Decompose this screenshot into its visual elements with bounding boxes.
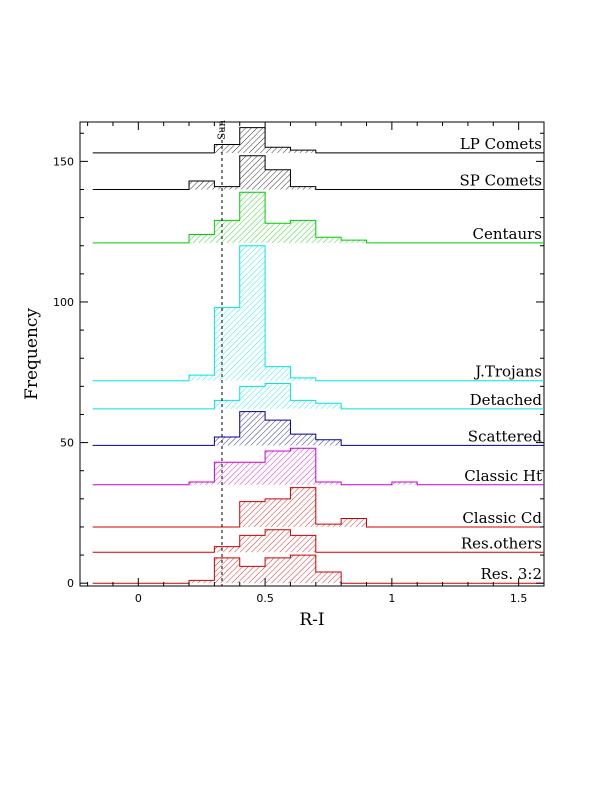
plot-frame <box>79 121 545 587</box>
series-label-res-3-2: Res. 3:2 <box>480 565 542 583</box>
bar-classic-ht-4 <box>290 448 316 485</box>
bar-sp-comets-0 <box>189 181 215 190</box>
bar-detached-4 <box>290 400 316 409</box>
bar-classic-cd-5 <box>315 524 342 527</box>
series-classic-ht: Classic Ht <box>92 447 544 486</box>
x-tick-label: 0 <box>135 592 142 605</box>
bar-classic-cd-2 <box>239 501 266 527</box>
x-tick-label: 1 <box>388 592 395 605</box>
bar-res-others-3 <box>265 529 291 553</box>
outline-j-trojans <box>92 245 544 382</box>
bar-classic-ht-3 <box>265 451 291 485</box>
bar-sp-comets-1 <box>214 186 240 190</box>
outline-classic-ht <box>92 447 544 486</box>
bar-res-3-2-0 <box>189 580 215 584</box>
bar-classic-cd-6 <box>341 518 367 527</box>
bar-scattered-3 <box>265 420 291 446</box>
bar-lp-comets-3 <box>265 147 291 153</box>
y-tick-label: 50 <box>60 437 74 450</box>
outline-scattered <box>92 411 544 446</box>
bar-sp-comets-3 <box>265 169 291 190</box>
x-axis-title: R-I <box>299 610 324 630</box>
bar-centaurs-3 <box>265 223 291 243</box>
bar-classic-ht-0 <box>189 481 215 485</box>
bar-scattered-4 <box>290 434 316 446</box>
bar-classic-ht-1 <box>214 462 240 485</box>
bar-res-others-1 <box>214 546 240 553</box>
bar-centaurs-2 <box>239 192 266 243</box>
bar-res-others-2 <box>239 535 266 553</box>
bar-lp-comets-2 <box>239 127 266 153</box>
outline-lp-comets <box>92 127 544 154</box>
bar-detached-1 <box>214 400 240 409</box>
bar-centaurs-0 <box>189 234 215 243</box>
series-scattered: Scattered <box>92 411 544 446</box>
outline-res-others <box>92 529 544 553</box>
bar-scattered-1 <box>214 436 240 446</box>
bar-classic-ht-8 <box>391 481 418 485</box>
outline-sp-comets <box>92 155 544 190</box>
series-label-j-trojans: J.Trojans <box>473 363 542 381</box>
series-classic-cd: Classic Cd <box>92 487 544 528</box>
bar-res-others-4 <box>290 535 316 553</box>
bar-lp-comets-1 <box>214 144 240 153</box>
bar-res-3-2-5 <box>315 571 342 584</box>
series-label-detached: Detached <box>470 391 543 409</box>
bar-classic-cd-3 <box>265 498 291 527</box>
bar-scattered-5 <box>315 439 342 446</box>
y-tick-label: 0 <box>67 577 74 590</box>
bar-j-trojans-3 <box>265 366 291 381</box>
series-label-lp-comets: LP Comets <box>460 135 542 153</box>
series-label-centaurs: Centaurs <box>472 225 542 243</box>
series-lp-comets: LP Comets <box>92 127 544 154</box>
bar-classic-ht-2 <box>239 462 266 485</box>
bar-j-trojans-4 <box>290 377 316 381</box>
series-res-others: Res.others <box>92 529 544 553</box>
bar-res-3-2-4 <box>290 555 316 584</box>
series-res-3-2: Res. 3:2 <box>92 554 544 584</box>
bar-j-trojans-2 <box>239 245 266 381</box>
series-sp-comets: SP Comets <box>92 155 544 190</box>
bar-sp-comets-4 <box>290 186 316 190</box>
y-tick-label: 150 <box>53 155 74 168</box>
bar-detached-5 <box>315 403 342 409</box>
y-axis-title: Frequency <box>22 308 42 400</box>
bar-j-trojans-1 <box>214 307 240 381</box>
outline-classic-cd <box>92 487 544 528</box>
series-label-res-others: Res.others <box>461 534 542 552</box>
bar-centaurs-4 <box>290 220 316 243</box>
series-label-sp-comets: SP Comets <box>460 171 542 189</box>
y-tick-label: 100 <box>53 296 74 309</box>
bar-classic-cd-4 <box>290 487 316 527</box>
bar-res-3-2-2 <box>239 566 266 584</box>
bar-classic-ht-5 <box>315 481 342 485</box>
series-j-trojans: J.Trojans <box>92 245 544 382</box>
bar-detached-3 <box>265 383 291 409</box>
bar-j-trojans-0 <box>189 375 215 381</box>
series-centaurs: Centaurs <box>92 191 544 244</box>
bar-detached-2 <box>239 386 266 409</box>
bar-scattered-2 <box>239 411 266 446</box>
bar-res-3-2-1 <box>214 557 240 584</box>
bar-res-3-2-3 <box>265 557 291 584</box>
series-detached: Detached <box>92 383 544 410</box>
series-label-scattered: Scattered <box>468 427 543 445</box>
bar-lp-comets-4 <box>290 150 316 153</box>
series-label-classic-cd: Classic Cd <box>462 509 542 527</box>
bar-sp-comets-2 <box>239 155 266 190</box>
bar-centaurs-1 <box>214 220 240 243</box>
x-tick-label: 1.5 <box>510 592 528 605</box>
outline-centaurs <box>92 191 544 244</box>
sun-label: Sun <box>217 119 228 139</box>
series-label-classic-ht: Classic Ht <box>464 467 542 485</box>
bar-centaurs-5 <box>315 237 342 243</box>
bar-centaurs-6 <box>341 240 367 243</box>
x-tick-label: 0.5 <box>256 592 274 605</box>
outline-detached <box>92 383 544 410</box>
